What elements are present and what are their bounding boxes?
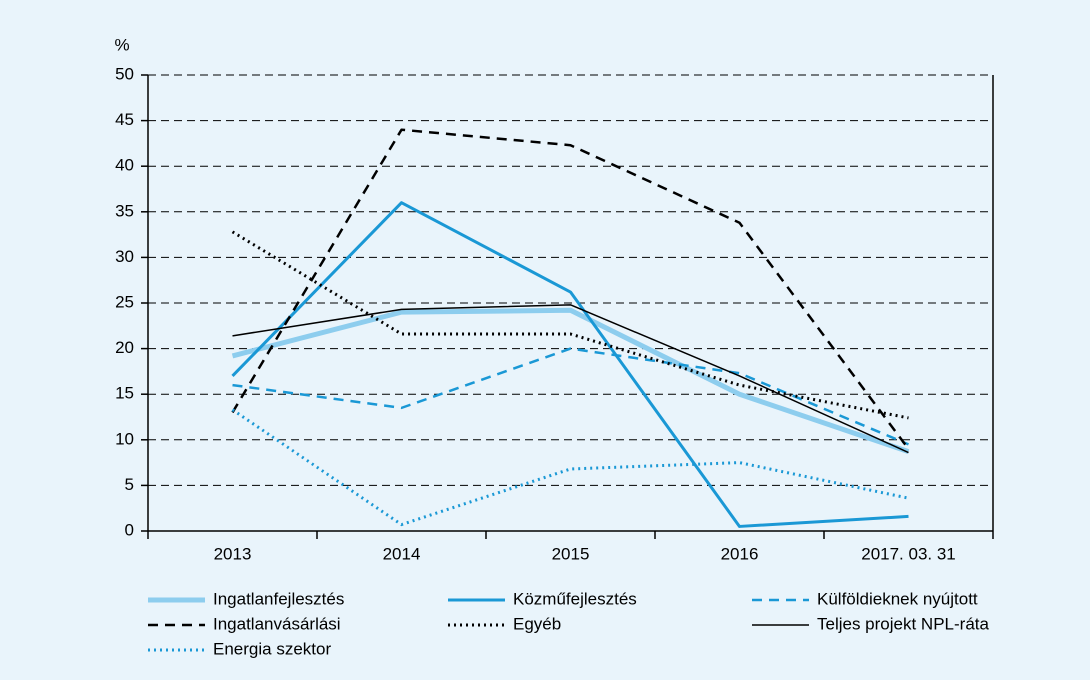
series-line [231,128,910,450]
legend-label: Közműfejlesztés [513,589,637,608]
y-tick-label: 0 [125,520,134,539]
y-tick-label: 5 [125,475,134,494]
y-tick-label: 20 [115,338,134,357]
x-tick-label: 2016 [721,544,759,563]
legend-label: Energia szektor [213,639,331,658]
legend-label: Teljes projekt NPL-ráta [817,614,990,633]
y-tick-label: 35 [115,201,134,220]
series-line [232,304,909,454]
y-tick-label: 50 [115,64,134,83]
x-tick-label: 2013 [214,544,252,563]
x-tick-label: 2014 [383,544,421,563]
y-tick-label: 40 [115,156,134,175]
y-tick-label: 10 [115,429,134,448]
legend-label: Ingatlanvásárlási [213,614,341,633]
y-tick-label: 30 [115,247,134,266]
y-tick-label: 25 [115,292,134,311]
legend-label: Egyéb [513,614,561,633]
y-axis-label: % [114,35,129,54]
x-tick-label: 2017. 03. 31 [861,544,956,563]
legend-label: Külföldieknek nyújtott [817,589,978,608]
series-line [231,230,909,420]
series-line [231,307,910,455]
x-tick-label: 2015 [552,544,590,563]
legend-label: Ingatlanfejlesztés [213,589,344,608]
y-tick-label: 45 [115,110,134,129]
y-tick-label: 15 [115,384,134,403]
series-line [231,201,909,528]
